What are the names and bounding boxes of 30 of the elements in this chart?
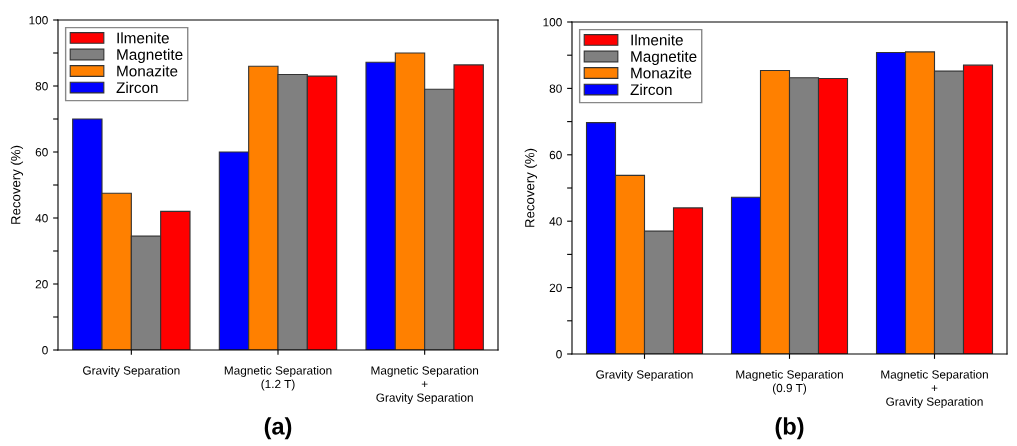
y-tick-label: 40 (549, 217, 562, 226)
legend-label: Magnetite (631, 50, 697, 65)
y-tick-label: 80 (35, 82, 48, 91)
x-tick-label: Gravity Separation (83, 365, 180, 377)
legend-label: Ilmenite (117, 32, 169, 44)
y-axis-title: Recovery (%) (10, 145, 24, 224)
legend-label: Zircon (630, 83, 672, 96)
y-tick-label: 40 (35, 214, 48, 223)
y-tick-label: 100 (543, 18, 562, 27)
y-tick-label: 20 (549, 283, 562, 292)
legend-label: Zircon (116, 81, 158, 94)
x-tick-label: Magnetic Separation + Gravity Separation (881, 369, 988, 409)
y-tick-label: 0 (556, 350, 562, 359)
y-tick-label: 60 (549, 150, 562, 160)
text: (b) (775, 417, 804, 440)
y-tick-label: 100 (29, 16, 48, 25)
x-tick-label: Magnetic Separation + Gravity Separation (371, 365, 479, 405)
y-axis-title: Recovery (%) (524, 148, 538, 227)
legend-label: Monazite (631, 67, 692, 79)
x-tick-label: Gravity Separation (596, 369, 693, 381)
text: (a) (264, 417, 292, 440)
y-tick-label: 80 (549, 84, 562, 93)
y-tick-label: 60 (35, 148, 48, 157)
y-tick-label: 0 (42, 346, 48, 355)
y-tick-label: 20 (35, 280, 48, 289)
x-tick-label: Magnetic Separation (0.9 T) (736, 369, 843, 395)
legend-label: Monazite (117, 65, 178, 77)
legend-label: Ilmenite (631, 34, 683, 46)
legend-label: Magnetite (117, 48, 183, 63)
x-tick-label: Magnetic Separation (1.2 T) (224, 365, 332, 391)
